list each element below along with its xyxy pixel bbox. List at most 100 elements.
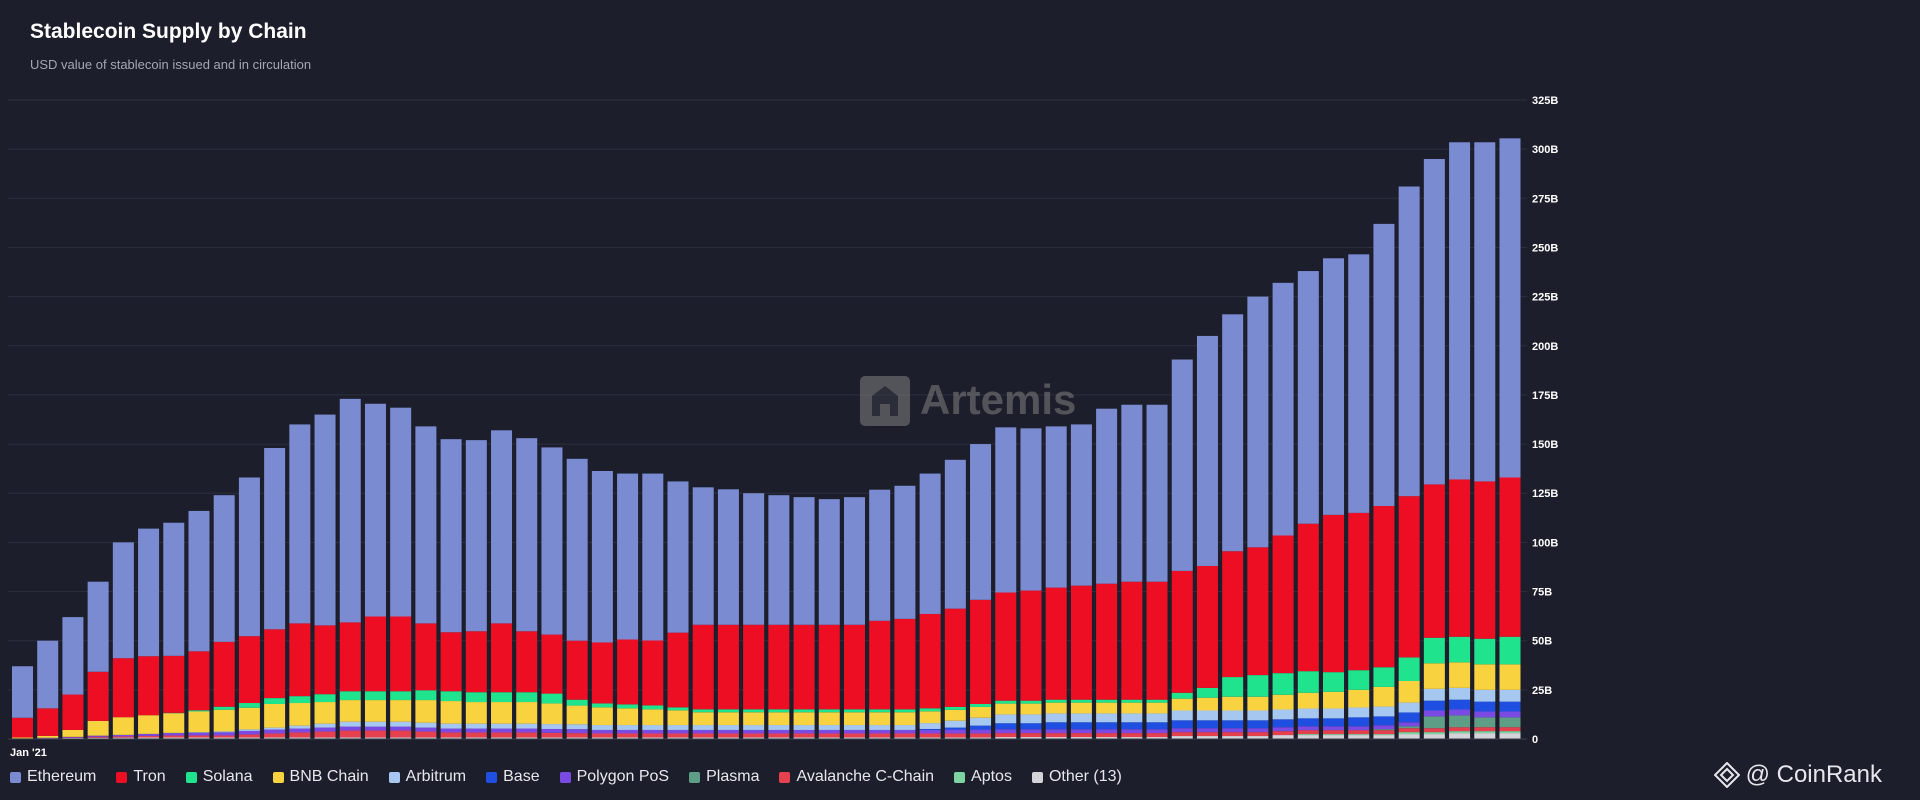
bar-segment-polygon-pos[interactable] [768,729,790,734]
bar-segment-polygon-pos[interactable] [264,729,286,734]
bar-segment-arbitrum[interactable] [390,721,412,727]
bar-segment-bnb-chain[interactable] [667,710,689,726]
bar-segment-bnb-chain[interactable] [591,707,613,726]
bar-segment-ethereum[interactable] [491,430,513,624]
bar-segment-tron[interactable] [364,616,386,692]
bar-segment-solana[interactable] [869,709,891,713]
bar-segment-bnb-chain[interactable] [62,729,84,737]
bar-segment-arbitrum[interactable] [1297,708,1319,719]
bar-segment-other-13[interactable] [440,737,462,739]
bar-segment-base[interactable] [1020,723,1042,730]
bar-segment-ethereum[interactable] [944,459,966,609]
bar-segment-bnb-chain[interactable] [1171,698,1193,711]
bar-segment-other-13[interactable] [818,737,840,739]
bar-segment-base[interactable] [1423,700,1445,711]
bar-segment-other-13[interactable] [894,737,916,739]
bar-segment-bnb-chain[interactable] [188,711,210,733]
bar-segment-solana[interactable] [1045,699,1067,703]
bar-segment-arbitrum[interactable] [213,731,235,733]
bar-segment-avalanche-c-chain[interactable] [919,733,941,738]
bar-segment-tron[interactable] [1423,484,1445,638]
bar-segment-avalanche-c-chain[interactable] [1222,732,1244,737]
bar-segment-other-13[interactable] [1070,737,1092,739]
bar-segment-bnb-chain[interactable] [289,703,311,726]
bar-segment-polygon-pos[interactable] [743,729,765,734]
bar-segment-other-13[interactable] [1297,735,1319,739]
bar-segment-ethereum[interactable] [617,473,639,640]
bar-segment-avalanche-c-chain[interactable] [1146,733,1168,738]
bar-segment-polygon-pos[interactable] [1348,726,1370,731]
bar-segment-bnb-chain[interactable] [1045,702,1067,714]
bar-segment-ethereum[interactable] [894,485,916,619]
bar-segment-bnb-chain[interactable] [1222,696,1244,711]
legend-item-base[interactable]: Base [486,768,540,786]
bar-segment-ethereum[interactable] [1449,142,1471,480]
bar-segment-polygon-pos[interactable] [970,729,992,734]
bar-segment-polygon-pos[interactable] [1423,710,1445,717]
bar-segment-other-13[interactable] [541,737,563,739]
bar-segment-bnb-chain[interactable] [1423,663,1445,689]
bar-segment-polygon-pos[interactable] [717,729,739,734]
bar-segment-base[interactable] [1247,720,1269,729]
bar-segment-solana[interactable] [591,703,613,708]
bar-segment-polygon-pos[interactable] [591,729,613,734]
bar-segment-base[interactable] [919,728,941,730]
bar-segment-arbitrum[interactable] [818,725,840,730]
bar-segment-tron[interactable] [1020,590,1042,701]
bar-segment-arbitrum[interactable] [894,725,916,730]
bar-segment-other-13[interactable] [970,737,992,739]
bar-segment-solana[interactable] [1474,638,1496,665]
bar-segment-bnb-chain[interactable] [894,712,916,726]
bar-segment-other-13[interactable] [339,737,361,739]
bar-segment-arbitrum[interactable] [995,714,1017,724]
bar-segment-solana[interactable] [188,710,210,712]
bar-segment-polygon-pos[interactable] [390,726,412,731]
bar-segment-solana[interactable] [1020,700,1042,704]
bar-segment-avalanche-c-chain[interactable] [491,732,513,738]
bar-segment-polygon-pos[interactable] [213,732,235,736]
bar-segment-avalanche-c-chain[interactable] [1171,732,1193,737]
bar-segment-solana[interactable] [1348,670,1370,690]
bar-segment-ethereum[interactable] [995,427,1017,593]
bar-segment-tron[interactable] [62,694,84,730]
bar-segment-other-13[interactable] [717,737,739,739]
bar-segment-ethereum[interactable] [112,542,134,659]
bar-segment-solana[interactable] [1070,699,1092,703]
bar-segment-avalanche-c-chain[interactable] [642,733,664,738]
bar-segment-polygon-pos[interactable] [1297,726,1319,731]
bar-segment-tron[interactable] [717,624,739,710]
bar-segment-bnb-chain[interactable] [1323,691,1345,709]
bar-segment-ethereum[interactable] [1045,426,1067,588]
bar-segment-other-13[interactable] [667,737,689,739]
bar-segment-tron[interactable] [1449,479,1471,637]
bar-segment-ethereum[interactable] [1348,254,1370,513]
bar-segment-polygon-pos[interactable] [1070,729,1092,734]
bar-segment-avalanche-c-chain[interactable] [843,733,865,738]
bar-segment-avalanche-c-chain[interactable] [1070,733,1092,738]
bar-segment-arbitrum[interactable] [1398,702,1420,713]
bar-segment-bnb-chain[interactable] [37,735,59,738]
bar-segment-ethereum[interactable] [869,489,891,621]
bar-segment-ethereum[interactable] [919,473,941,614]
bar-segment-tron[interactable] [843,624,865,710]
bar-segment-polygon-pos[interactable] [465,728,487,733]
bar-segment-other-13[interactable] [289,737,311,739]
legend-item-ethereum[interactable]: Ethereum [10,768,96,786]
bar-segment-polygon-pos[interactable] [289,728,311,733]
bar-segment-polygon-pos[interactable] [1449,709,1471,716]
bar-segment-bnb-chain[interactable] [970,706,992,718]
bar-segment-avalanche-c-chain[interactable] [1196,732,1218,737]
bar-segment-arbitrum[interactable] [566,724,588,730]
legend-item-polygon-pos[interactable]: Polygon PoS [559,768,669,786]
bar-segment-solana[interactable] [717,709,739,713]
bar-segment-aptos[interactable] [1398,732,1420,735]
bar-segment-solana[interactable] [339,691,361,701]
bar-segment-tron[interactable] [415,623,437,691]
bar-segment-avalanche-c-chain[interactable] [188,735,210,738]
bar-segment-tron[interactable] [642,640,664,706]
bar-segment-ethereum[interactable] [591,471,613,643]
bar-segment-polygon-pos[interactable] [793,729,815,734]
bar-segment-other-13[interactable] [1449,733,1471,739]
legend-item-solana[interactable]: Solana [185,768,253,786]
bar-segment-tron[interactable] [37,708,59,736]
